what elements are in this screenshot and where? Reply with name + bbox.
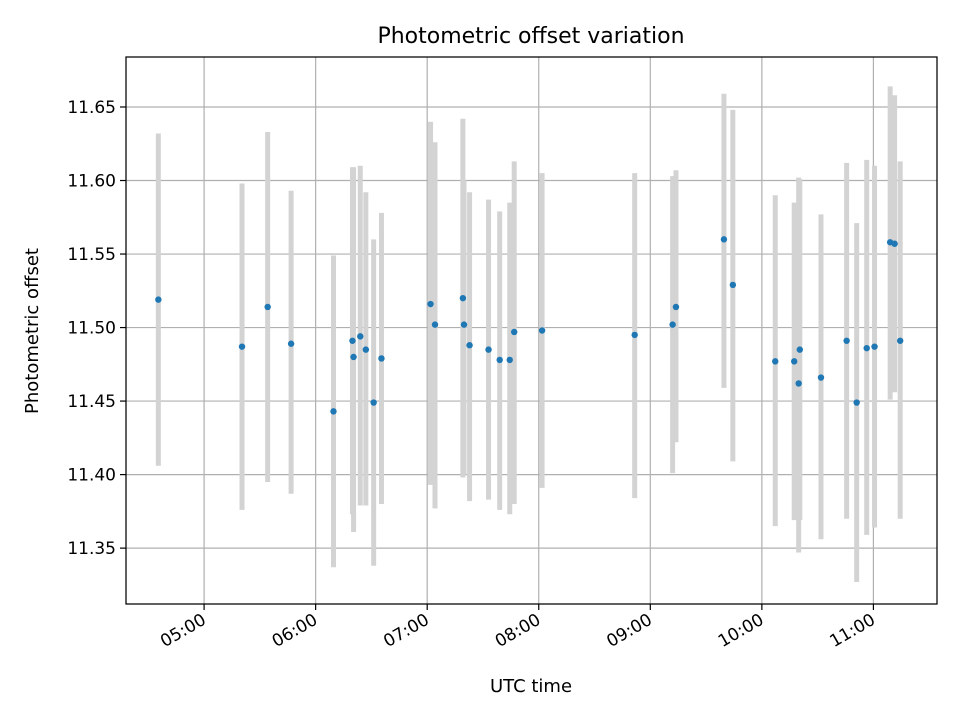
data-point [330,408,337,415]
data-point [496,356,503,364]
data-point [362,346,370,353]
data-point [155,296,162,303]
data-point [795,380,802,387]
data-point [853,399,860,406]
data-point [817,374,825,381]
data-point [485,346,492,353]
data-point [672,303,680,311]
data-point [729,281,737,289]
data-point [466,342,473,349]
chart-title: Photometric offset variation [377,24,684,49]
data-point [350,353,357,361]
y-tick-label: 11.60 [67,172,116,192]
data-point [427,300,434,308]
data-point [772,358,779,365]
data-point [720,236,728,243]
data-point [287,340,295,347]
x-axis-label: UTC time [490,676,572,697]
data-point [538,327,546,334]
data-point [796,346,803,353]
data-point [378,355,385,362]
y-tick-label: 11.35 [67,539,116,559]
y-axis-label: Photometric offset [22,248,43,414]
data-point [843,337,850,344]
y-axis-ticks: 11.35 11.40 11.45 11.50 11.55 11.60 11.65 [67,98,126,559]
data-point [669,321,676,328]
data-point [238,343,246,350]
y-tick-label: 11.40 [67,466,116,486]
data-point [431,321,439,328]
data-point [460,321,468,328]
data-point [349,337,356,344]
data-point [891,240,898,247]
y-tick-label: 11.55 [67,245,116,265]
data-point [357,333,364,340]
data-points [155,236,904,415]
data-point [631,331,638,339]
data-point [511,328,518,336]
data-point [264,303,271,311]
y-tick-label: 11.45 [67,392,116,412]
data-point [896,337,904,344]
data-point [863,344,870,352]
y-tick-label: 11.65 [67,98,116,118]
data-point [871,343,878,350]
data-point [506,356,513,364]
data-point [791,358,798,365]
data-point [370,399,377,406]
data-point [459,294,467,302]
plot-area-frame [125,56,938,605]
y-tick-label: 11.50 [67,319,116,339]
